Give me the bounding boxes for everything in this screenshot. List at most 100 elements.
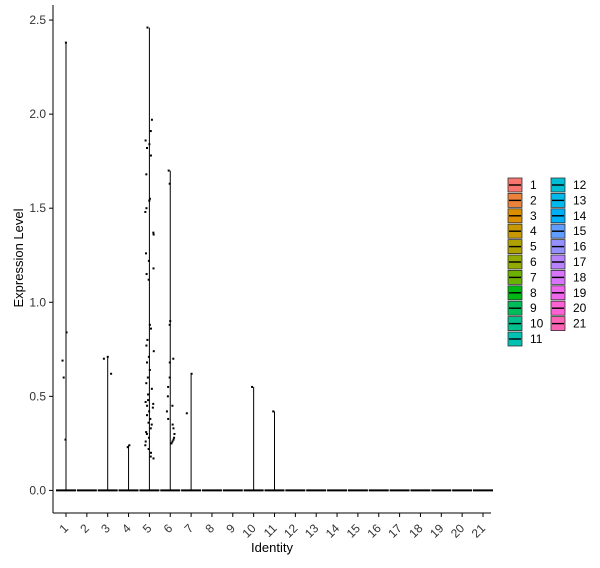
data-point xyxy=(145,382,148,385)
data-point xyxy=(148,199,151,202)
data-point xyxy=(144,252,147,255)
data-point xyxy=(110,372,113,375)
data-point xyxy=(147,259,150,262)
legend-item-21: 21 xyxy=(550,316,587,332)
data-point xyxy=(152,350,155,353)
data-point xyxy=(145,431,148,434)
data-point xyxy=(171,440,174,443)
data-point xyxy=(146,404,149,407)
data-point xyxy=(150,118,153,121)
x-tick-label: 5 xyxy=(140,521,155,536)
data-point xyxy=(145,207,148,210)
x-tick-label: 18 xyxy=(406,521,426,541)
legend-label-11: 11 xyxy=(530,332,543,346)
x-tick-label: 1 xyxy=(56,521,71,536)
axes: 0.00.51.01.52.02.5 1 2 3 4 5 6 7 8 9 10 11 12 13 14 15… xyxy=(29,5,491,541)
data-point xyxy=(144,139,147,142)
data-point xyxy=(144,440,147,443)
legend-item-3: 3 xyxy=(507,208,537,224)
data-point xyxy=(146,146,149,149)
data-point xyxy=(149,130,152,133)
x-tick-label: 2 xyxy=(77,521,92,536)
data-point xyxy=(147,448,150,451)
data-point xyxy=(102,357,105,360)
data-point xyxy=(144,210,147,213)
legend-item-8: 8 xyxy=(507,285,537,301)
data-point xyxy=(152,402,155,405)
legend-item-16: 16 xyxy=(550,239,587,255)
x-tick-label: 13 xyxy=(302,521,322,541)
legend-label-5: 5 xyxy=(530,240,537,254)
legend-item-5: 5 xyxy=(507,239,537,255)
legend-item-4: 4 xyxy=(507,223,537,239)
legend-label-13: 13 xyxy=(573,193,587,207)
data-point xyxy=(166,395,169,398)
legend-item-7: 7 xyxy=(507,269,537,285)
data-point xyxy=(167,385,170,388)
data-point xyxy=(149,417,152,420)
x-tick-label: 6 xyxy=(161,521,176,536)
data-point xyxy=(152,457,155,460)
data-point xyxy=(172,438,175,441)
legend-label-14: 14 xyxy=(573,209,587,223)
y-tick-label: 2.0 xyxy=(29,107,46,121)
data-point xyxy=(168,323,171,326)
data-point xyxy=(149,154,152,157)
y-tick-label: 0.5 xyxy=(29,389,46,403)
x-tick-label: 19 xyxy=(427,521,447,541)
data-point xyxy=(151,406,154,409)
data-point xyxy=(272,410,275,413)
x-tick-label: 20 xyxy=(448,521,468,541)
data-point xyxy=(126,446,129,449)
data-point xyxy=(106,355,109,358)
data-point xyxy=(145,361,148,364)
data-point xyxy=(152,233,155,236)
data-point xyxy=(145,273,148,276)
data-point xyxy=(128,444,131,447)
y-axis-title: Expression Level xyxy=(11,208,26,307)
legend-item-15: 15 xyxy=(550,223,587,239)
legend-item-19: 19 xyxy=(550,285,587,301)
data-point xyxy=(64,41,67,44)
legend-label-7: 7 xyxy=(530,270,537,284)
y-tick-label: 1.0 xyxy=(29,295,46,309)
data-point xyxy=(61,359,64,362)
x-tick-label: 10 xyxy=(239,521,259,541)
data-point xyxy=(149,427,152,430)
data-point xyxy=(146,26,149,29)
x-tick-label: 14 xyxy=(323,521,343,541)
legend-label-3: 3 xyxy=(530,209,537,223)
data-point xyxy=(185,412,188,415)
data-point xyxy=(167,417,170,420)
y-tick-label: 2.5 xyxy=(29,13,46,27)
legend-item-17: 17 xyxy=(550,254,587,270)
data-point xyxy=(165,410,168,413)
data-point xyxy=(152,267,155,270)
legend-item-10: 10 xyxy=(507,316,544,332)
data-point xyxy=(172,427,175,430)
data-point xyxy=(169,320,172,323)
data-point xyxy=(152,231,155,234)
x-tick-label: 15 xyxy=(344,521,364,541)
data-point xyxy=(167,169,170,172)
data-point xyxy=(65,331,68,334)
legend-item-6: 6 xyxy=(507,254,537,270)
data-point xyxy=(144,400,147,403)
legend-label-8: 8 xyxy=(530,286,537,300)
legend-label-1: 1 xyxy=(530,178,537,192)
x-tick-label: 3 xyxy=(98,521,113,536)
data-point xyxy=(168,376,171,379)
plot-marks xyxy=(56,26,493,492)
legend-item-2: 2 xyxy=(507,192,537,208)
legend-label-9: 9 xyxy=(530,301,537,315)
x-tick-label: 8 xyxy=(202,521,217,536)
data-point xyxy=(168,182,171,185)
x-tick-label: 17 xyxy=(385,521,405,541)
x-axis-title: Identity xyxy=(251,540,293,555)
legend-label-15: 15 xyxy=(573,224,587,238)
data-point xyxy=(190,372,193,375)
data-point xyxy=(251,385,254,388)
legend-item-1: 1 xyxy=(507,177,537,193)
